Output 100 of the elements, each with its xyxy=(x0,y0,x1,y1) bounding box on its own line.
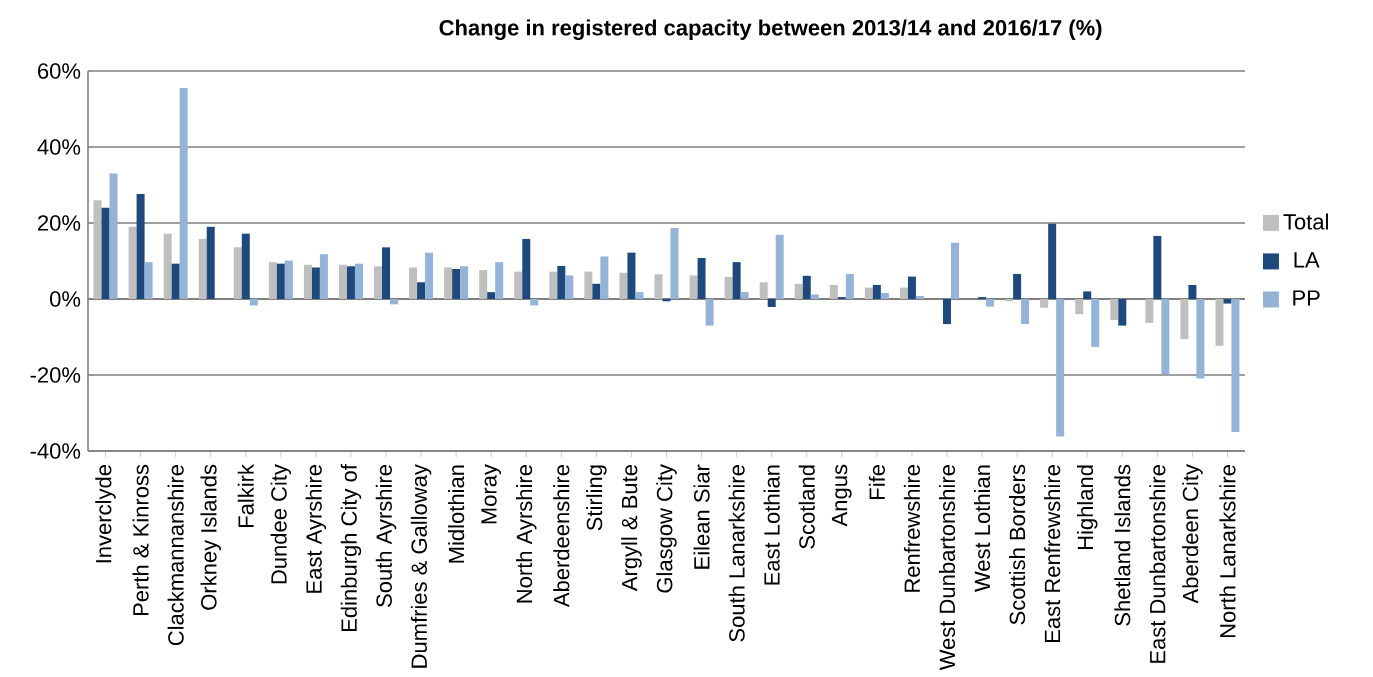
bar xyxy=(346,266,355,300)
bar xyxy=(810,294,819,300)
bar xyxy=(689,275,698,300)
bar xyxy=(829,284,838,300)
x-tick-label: West Dunbartonshire xyxy=(938,465,956,671)
x-tick-label: East Ayrshire xyxy=(305,465,327,593)
bar xyxy=(794,283,803,300)
bar xyxy=(487,292,496,300)
bar xyxy=(1161,299,1170,375)
x-tick-label: Fife xyxy=(868,465,885,499)
bar xyxy=(1196,299,1205,379)
x-tick-label: North Ayrshire xyxy=(516,465,537,603)
bar xyxy=(354,263,363,300)
bar xyxy=(619,272,628,300)
x-tick-label: Shetland Islands xyxy=(1114,464,1131,626)
bar xyxy=(845,273,854,300)
y-tick-label: -40% xyxy=(30,443,81,459)
bar xyxy=(724,276,733,300)
legend-label: Total xyxy=(1283,213,1328,230)
bar xyxy=(565,275,574,300)
x-tick-label: Orkney Islands xyxy=(200,464,221,610)
x-tick-label: Falkirk xyxy=(237,464,254,528)
y-tick-label: 20% xyxy=(38,215,81,231)
bar xyxy=(530,299,539,306)
legend-label: PP xyxy=(1293,290,1320,306)
bar xyxy=(198,238,207,300)
x-tick-label: Dundee City xyxy=(270,464,292,584)
bar xyxy=(144,262,153,300)
bar xyxy=(1110,299,1119,320)
bar xyxy=(907,276,916,300)
x-tick-label: West Lothian xyxy=(973,465,991,592)
x-tick-label: Aberdeenshire xyxy=(553,465,570,608)
bar xyxy=(206,226,215,300)
bar xyxy=(276,263,285,300)
bar xyxy=(1223,299,1232,304)
bar xyxy=(1180,299,1189,339)
bar xyxy=(1231,299,1240,433)
bar xyxy=(549,271,558,300)
bar xyxy=(338,264,347,300)
x-tick-label: Argyll & Bute xyxy=(621,465,642,592)
x-tick-label: Angus xyxy=(831,464,852,527)
bar xyxy=(249,299,258,306)
bar xyxy=(128,226,137,300)
bar xyxy=(93,200,102,300)
x-tick-label: Dumfries & Galloway xyxy=(410,464,432,668)
y-tick-label: 60% xyxy=(38,63,81,79)
x-tick-label: East Renfrewshire xyxy=(1044,465,1061,643)
bar xyxy=(382,247,391,300)
bar xyxy=(1040,299,1049,308)
bar xyxy=(1145,299,1154,323)
bar xyxy=(409,267,418,300)
bar xyxy=(1013,273,1022,300)
bar xyxy=(460,266,469,300)
bar xyxy=(425,252,434,300)
bar xyxy=(303,264,312,300)
bar xyxy=(163,233,172,300)
bar xyxy=(584,271,593,300)
bar xyxy=(1188,284,1197,300)
bar xyxy=(627,252,636,300)
x-tick-label: South Lanarkshire xyxy=(728,465,745,642)
bar xyxy=(179,88,188,300)
bar xyxy=(495,262,504,300)
bar xyxy=(479,270,488,300)
bar xyxy=(233,247,242,300)
bar xyxy=(1118,299,1127,326)
bar xyxy=(864,287,873,300)
bar xyxy=(1056,299,1065,437)
bar xyxy=(136,194,145,300)
bar xyxy=(284,260,293,300)
bar xyxy=(592,283,601,300)
x-tick-label: Eilean Siar xyxy=(693,464,710,569)
x-tick-label: Renfrewshire xyxy=(903,465,921,592)
x-tick-label: Scottish Borders xyxy=(1009,464,1026,625)
bar xyxy=(740,292,749,300)
bar xyxy=(1021,299,1030,325)
bar xyxy=(522,238,531,300)
bar xyxy=(1075,299,1084,315)
bar xyxy=(654,274,663,300)
x-tick-label: Stirling xyxy=(586,465,607,531)
bar xyxy=(732,262,741,300)
bar xyxy=(767,299,776,308)
bar xyxy=(1083,291,1092,300)
bar xyxy=(670,227,679,300)
x-tick-label: North Lanarkshire xyxy=(1219,465,1236,638)
bar xyxy=(899,287,908,300)
bar xyxy=(1153,235,1162,300)
x-tick-label: Inverclyde xyxy=(95,465,116,563)
x-tick-label: Aberdeen City xyxy=(1182,464,1203,604)
bar xyxy=(557,265,566,300)
x-tick-label: Midlothian xyxy=(448,465,465,563)
y-tick-label: 0% xyxy=(50,291,81,307)
bar xyxy=(374,266,383,300)
bar xyxy=(311,267,320,300)
bar xyxy=(942,299,951,325)
chart-title: Change in registered capacity between 2013/14 and 2016/17 (%) xyxy=(439,19,1102,41)
bar xyxy=(1048,223,1057,300)
x-tick-label: Clackmannanshire xyxy=(167,465,184,646)
bar xyxy=(268,262,277,300)
x-tick-label: Glasgow City xyxy=(656,464,677,593)
bar xyxy=(697,257,706,300)
